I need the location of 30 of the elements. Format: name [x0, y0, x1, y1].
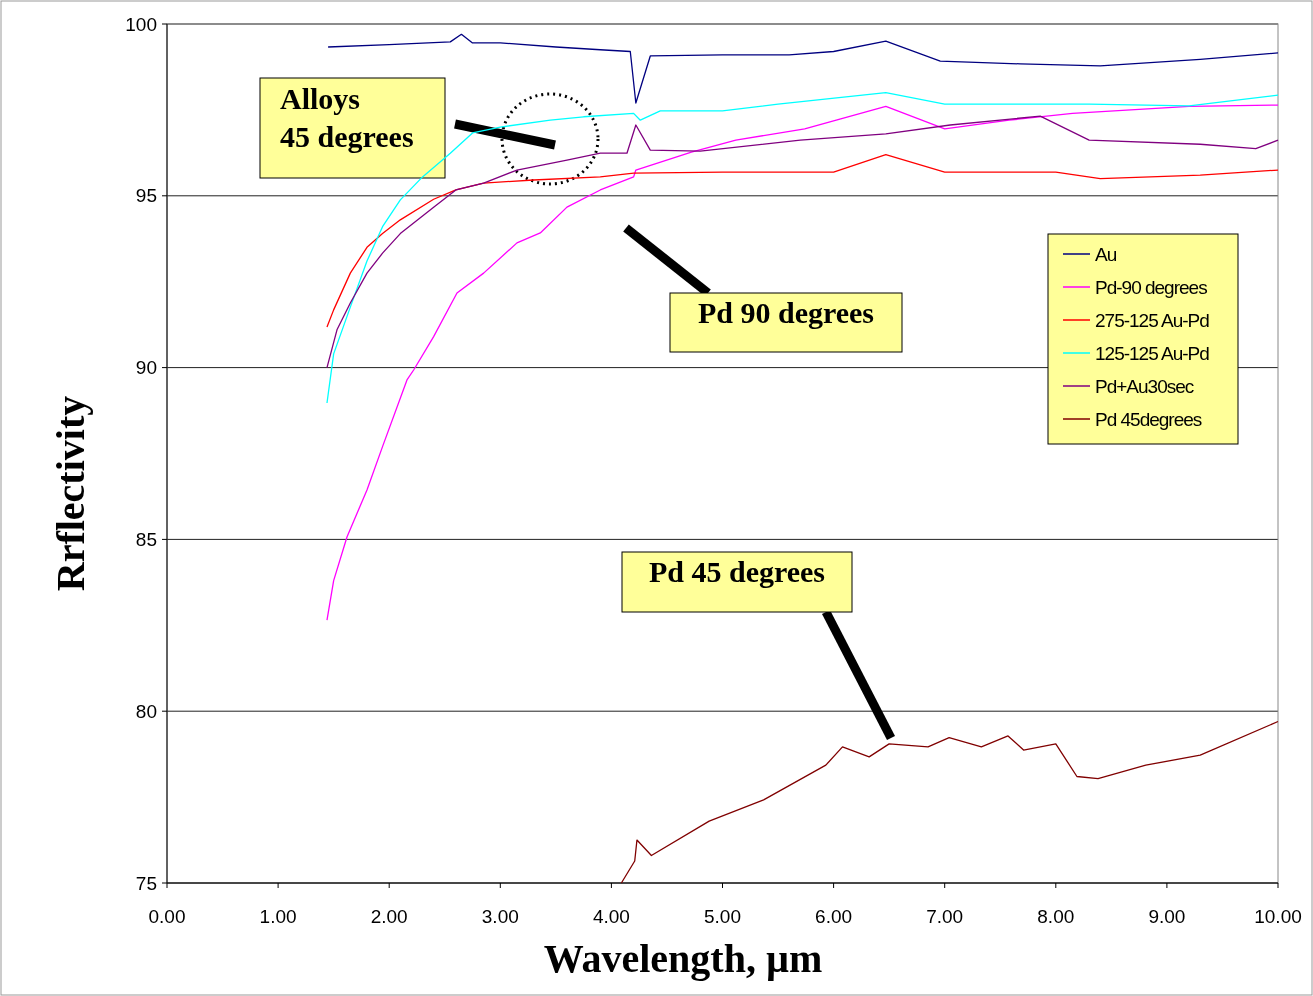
- x-tick-label: 0.00: [148, 906, 186, 927]
- legend-label: Pd 45degrees: [1095, 408, 1202, 430]
- x-tick-label: 5.00: [704, 906, 741, 927]
- x-tick-label: 1.00: [259, 906, 297, 927]
- y-tick-label: 95: [135, 185, 157, 207]
- legend-label: 125-125 Au-Pd: [1095, 342, 1210, 364]
- y-tick-label: 90: [135, 357, 157, 379]
- annotation: Pd 90 degrees: [697, 295, 875, 329]
- legend-label: Au: [1095, 243, 1117, 265]
- legend-label: Pd+Au30sec: [1095, 375, 1194, 397]
- legend-label: 275-125 Au-Pd: [1095, 309, 1210, 331]
- x-tick-label: 3.00: [481, 906, 519, 927]
- y-tick-label: 75: [135, 872, 157, 894]
- legend-label: Pd-90 degrees: [1095, 276, 1208, 298]
- line-series: [620, 720, 1279, 884]
- x-tick-label: 2.00: [370, 906, 408, 927]
- x-tick-label: 7.00: [926, 906, 964, 927]
- y-tick-label: 100: [125, 13, 157, 35]
- x-tick-label: 4.00: [592, 906, 630, 927]
- x-tick-label: 9.00: [1148, 906, 1186, 927]
- line-series: [326, 153, 1279, 328]
- x-axis-title: Wavelength, µm: [543, 936, 823, 981]
- x-tick-label: 10.00: [1254, 906, 1302, 927]
- x-tick-label: 8.00: [1037, 906, 1075, 927]
- x-tick-label: 6.00: [815, 906, 853, 927]
- y-axis-title: Rrflectivity: [48, 395, 93, 592]
- annotation: Alloys 45 degrees: [280, 82, 414, 153]
- y-tick-label: 85: [135, 529, 157, 551]
- annotation: Pd 45 degrees: [648, 555, 826, 588]
- y-tick-label: 80: [135, 700, 157, 722]
